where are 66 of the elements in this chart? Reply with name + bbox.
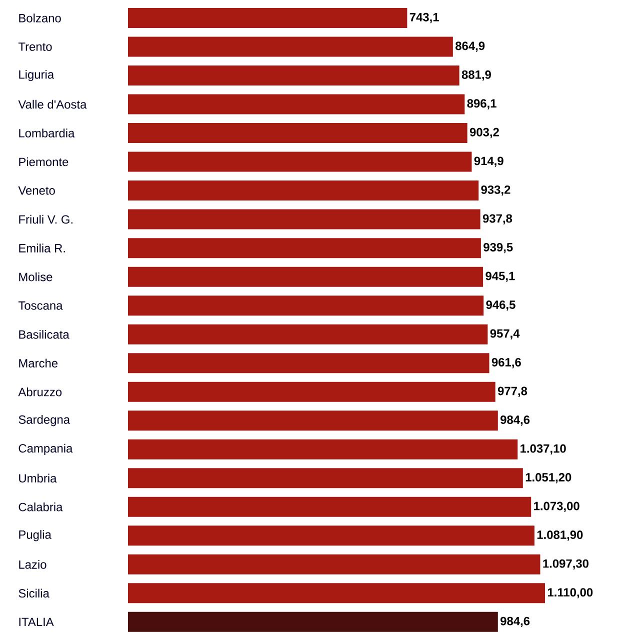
bar — [128, 94, 465, 114]
data-label: 957,4 — [490, 329, 520, 340]
y-tick-label: Bolzano — [19, 14, 61, 22]
bar — [128, 554, 540, 574]
data-label: 896,1 — [467, 99, 496, 110]
y-tick-label: Sardegna — [18, 415, 70, 426]
bar — [128, 8, 408, 28]
y-tick-label: Campania — [18, 444, 73, 455]
data-label: 1.081,90 — [537, 530, 583, 541]
bar — [128, 353, 490, 374]
y-tick-label: Liguria — [19, 70, 54, 82]
data-label: 743,1 — [410, 12, 439, 24]
y-tick-label: Valle d'Aosta — [18, 100, 87, 109]
y-tick-label: Veneto — [18, 186, 55, 195]
bar — [128, 496, 532, 517]
y-tick-label: Umbria — [19, 474, 57, 483]
data-label: 864,9 — [456, 42, 485, 52]
y-tick-label: Friuli V. G. — [19, 214, 72, 224]
y-tick-label: ITALIA — [19, 618, 54, 626]
data-label: 977,8 — [498, 386, 528, 397]
data-label: 1.097,30 — [543, 559, 588, 570]
data-label: 937,8 — [482, 214, 512, 224]
y-tick-label: Abruzzo — [18, 387, 62, 396]
bar — [128, 266, 484, 287]
y-tick-label: Molise — [19, 272, 52, 282]
y-tick-label: Calabria — [18, 502, 63, 512]
bar — [128, 382, 496, 402]
data-label: 961,6 — [492, 358, 521, 368]
y-tick-label: Lazio — [19, 560, 46, 569]
y-tick-label: Lombardia — [19, 128, 75, 138]
bar — [128, 209, 480, 230]
bar — [128, 526, 534, 546]
data-label: 881,9 — [462, 70, 491, 81]
y-tick-label: Piemonte — [19, 157, 68, 166]
bar — [128, 324, 488, 344]
data-label: 939,5 — [484, 242, 513, 254]
bar — [128, 583, 546, 604]
data-label: 984,6 — [500, 616, 530, 628]
data-label: 984,6 — [500, 416, 530, 426]
bar — [128, 410, 498, 431]
data-label: 1.037,10 — [520, 444, 566, 454]
data-label: 933,2 — [481, 185, 510, 196]
y-tick-label: Toscana — [18, 301, 63, 310]
y-tick-label: Basilicata — [19, 330, 70, 339]
bar — [128, 180, 479, 201]
data-label: 914,9 — [474, 156, 504, 167]
bar — [128, 439, 518, 460]
y-tick-label: Marche — [19, 358, 58, 368]
y-tick-label: Trento — [18, 42, 52, 51]
bar — [128, 296, 484, 316]
data-label: 903,2 — [470, 128, 499, 138]
y-tick-label: Sicilia — [18, 588, 50, 598]
bar — [128, 36, 453, 57]
bar — [128, 612, 498, 632]
y-tick-label: Puglia — [19, 530, 52, 542]
bar — [128, 123, 468, 144]
data-label: 1.110,00 — [548, 588, 593, 598]
y-tick-label: Emilia R. — [19, 244, 65, 252]
data-label: 1.073,00 — [534, 502, 580, 512]
data-label: 1.051,20 — [526, 473, 572, 484]
bar — [128, 468, 523, 488]
bar — [128, 152, 472, 172]
data-label: 946,5 — [486, 300, 516, 311]
bar — [128, 66, 460, 86]
data-label: 945,1 — [486, 272, 515, 282]
bar — [128, 238, 481, 258]
